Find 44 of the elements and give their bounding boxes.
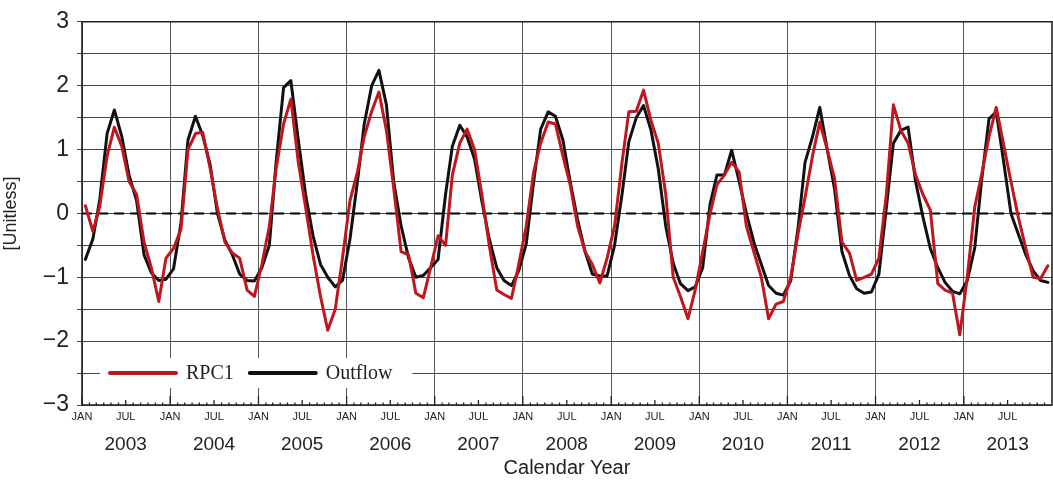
y-tick-label: −2: [42, 326, 69, 353]
x2-tick-label: 2007: [457, 433, 500, 455]
x2-tick-label: 2013: [986, 433, 1029, 455]
x-tick-label: JUL: [997, 410, 1018, 423]
x-tick-label: JUL: [115, 410, 136, 423]
x2-tick-label: 2008: [545, 433, 588, 455]
x2-tick-label: 2005: [281, 433, 324, 455]
x-tick-label: JAN: [71, 410, 93, 423]
x-tick-label: JUL: [468, 410, 489, 423]
x2-tick-label: 2009: [633, 433, 677, 455]
x-tick-label: JUL: [292, 410, 312, 423]
x2-tick-label: 2010: [721, 433, 765, 455]
x2-tick-label: 2006: [369, 433, 412, 455]
x-tick-label: JUL: [556, 410, 577, 423]
x-tick-label: JAN: [953, 410, 975, 423]
y-tick-label: −1: [42, 262, 69, 289]
x-axis-title: Calendar Year: [503, 455, 631, 478]
x-tick-label: JAN: [600, 410, 622, 423]
x-tick-label: JAN: [777, 410, 798, 423]
x-tick-label: JAN: [688, 410, 710, 423]
y-axis-title: [Unitless]: [0, 176, 20, 251]
y-tick-label: 0: [56, 198, 69, 225]
x-tick-label: JAN: [159, 410, 181, 423]
x-tick-label: JUL: [645, 410, 665, 423]
x-tick-label: JAN: [512, 410, 534, 423]
x-tick-label: JAN: [424, 410, 446, 423]
y-tick-label: 2: [56, 71, 69, 98]
x-tick-label: JAN: [336, 410, 358, 423]
y-tick-label: 3: [56, 7, 69, 34]
x-tick-label: JUL: [821, 410, 841, 423]
x2-tick-label: 2012: [898, 433, 941, 455]
x2-tick-label: 2011: [810, 433, 852, 455]
x-tick-label: JUL: [909, 410, 930, 423]
x-tick-label: JUL: [733, 410, 753, 423]
y-tick-label: 1: [56, 134, 69, 161]
x-tick-label: JUL: [380, 410, 401, 423]
legend-label: RPC1: [186, 361, 234, 384]
x-tick-label: JAN: [248, 410, 269, 423]
x-tick-label: JAN: [865, 410, 886, 423]
legend-label: Outflow: [325, 361, 394, 384]
x2-tick-label: 2003: [104, 433, 147, 455]
y-tick-label: −3: [42, 390, 69, 417]
x2-tick-label: 2004: [192, 433, 236, 455]
x-tick-label: JUL: [204, 410, 224, 423]
